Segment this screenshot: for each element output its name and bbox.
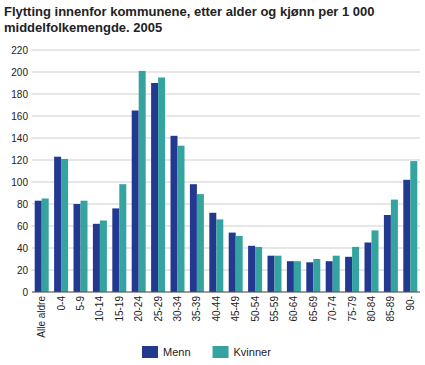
y-tick-label: 160 xyxy=(11,111,28,122)
bar xyxy=(345,257,352,292)
x-tick-label: 70-74 xyxy=(327,296,338,322)
bar xyxy=(119,184,126,292)
grid-line xyxy=(32,72,420,73)
bar xyxy=(306,262,313,292)
bar xyxy=(248,246,255,292)
bar xyxy=(275,256,282,292)
x-tick-label: 55-59 xyxy=(269,296,280,322)
bar xyxy=(333,256,340,292)
legend-label: Menn xyxy=(163,346,191,358)
bar xyxy=(236,236,243,292)
y-tick-label: 120 xyxy=(11,155,28,166)
x-tick-label: Alle aldre xyxy=(36,296,47,338)
bar xyxy=(352,247,359,292)
x-tick-label: 60-64 xyxy=(288,296,299,322)
bar xyxy=(178,146,185,292)
bar xyxy=(54,157,61,292)
bar xyxy=(255,247,262,292)
bar xyxy=(216,219,223,292)
grid-line xyxy=(32,204,420,205)
bar xyxy=(229,233,236,292)
bar xyxy=(372,230,379,292)
bar xyxy=(197,194,204,292)
bar xyxy=(268,256,275,292)
bar xyxy=(112,208,119,292)
bar xyxy=(313,259,320,292)
bar xyxy=(74,204,81,292)
x-tick-label: 80-84 xyxy=(366,296,377,322)
grid-line xyxy=(32,248,420,249)
bar xyxy=(139,71,146,292)
bar xyxy=(81,201,88,292)
grid-line xyxy=(32,160,420,161)
bar xyxy=(171,136,178,292)
bar xyxy=(365,243,372,293)
grid-line xyxy=(32,94,420,95)
x-tick-label: 85-89 xyxy=(385,296,396,322)
bar xyxy=(294,261,301,292)
x-axis xyxy=(32,292,420,293)
legend-swatch xyxy=(213,346,229,358)
y-tick-label: 80 xyxy=(17,199,29,210)
x-tick-label: 5-9 xyxy=(75,296,86,311)
bar xyxy=(93,224,100,292)
x-tick-label: 25-29 xyxy=(153,296,164,322)
x-tick-label: 20-24 xyxy=(133,296,144,322)
bar xyxy=(209,213,216,292)
grid-line xyxy=(32,292,420,293)
legend-swatch xyxy=(142,346,158,358)
x-tick-label: 30-34 xyxy=(172,296,183,322)
bars xyxy=(35,71,418,292)
x-tick-label: 90- xyxy=(405,296,416,310)
title: Flytting innenfor kommunene, etter alder… xyxy=(4,4,375,35)
x-tick-label: 35-39 xyxy=(191,296,202,322)
y-tick-label: 220 xyxy=(11,45,28,56)
bar xyxy=(391,200,398,292)
bar xyxy=(403,180,410,292)
bar xyxy=(61,159,68,292)
x-tick-label: 50-54 xyxy=(250,296,261,322)
chart: Flytting innenfor kommunene, etter alder… xyxy=(0,0,425,365)
y-tick-label: 180 xyxy=(11,89,28,100)
bar xyxy=(158,78,165,293)
grid-line xyxy=(32,182,420,183)
x-tick-label: 0-4 xyxy=(56,296,67,311)
bar xyxy=(42,199,49,293)
y-tick-label: 0 xyxy=(22,287,28,298)
bar xyxy=(410,161,417,292)
bar xyxy=(384,215,391,292)
bar xyxy=(190,184,197,292)
y-tick-label: 100 xyxy=(11,177,28,188)
bar xyxy=(100,221,107,293)
bar xyxy=(35,201,42,292)
y-tick-label: 200 xyxy=(11,67,28,78)
y-tick-label: 40 xyxy=(17,243,29,254)
legend-label: Kvinner xyxy=(234,346,272,358)
x-tick-label: 65-69 xyxy=(308,296,319,322)
title-line: Flytting innenfor kommunene, etter alder… xyxy=(4,4,375,19)
y-tick-label: 140 xyxy=(11,133,28,144)
y-tick-label: 20 xyxy=(17,265,29,276)
bar xyxy=(151,83,158,292)
x-tick-label: 40-44 xyxy=(211,296,222,322)
title-line: middelfolkemengde. 2005 xyxy=(4,20,162,35)
y-tick-label: 60 xyxy=(17,221,29,232)
x-tick-label: 15-19 xyxy=(114,296,125,322)
bar xyxy=(287,261,294,292)
x-tick-label: 10-14 xyxy=(94,296,105,322)
grid-line xyxy=(32,226,420,227)
bar xyxy=(326,261,333,292)
x-tick-label: 75-79 xyxy=(347,296,358,322)
grid-line xyxy=(32,270,420,271)
grid-line xyxy=(32,116,420,117)
x-tick-label: 45-49 xyxy=(230,296,241,322)
grid-line xyxy=(32,50,420,51)
grid-line xyxy=(32,138,420,139)
bar xyxy=(132,111,139,293)
